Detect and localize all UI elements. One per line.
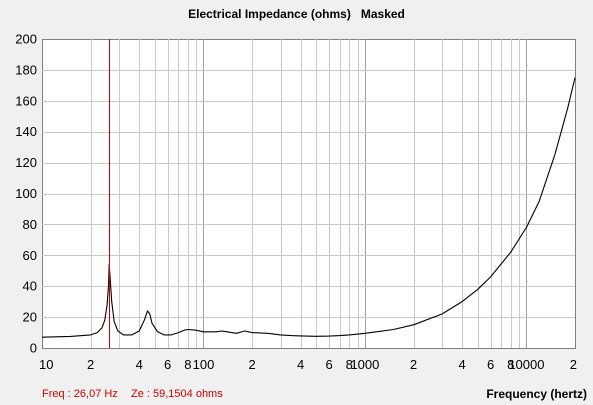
y-tick-label: 80 [23,217,37,232]
frequency-readout: Freq : 26,07 Hz [42,388,118,400]
x-tick-label: 1000 [350,357,379,372]
y-tick-label: 200 [15,32,37,47]
status-bar: Freq : 26,07 Hz Ze : 59,1504 ohms Freque… [0,386,593,405]
x-tick-label: 4 [297,357,304,372]
x-tick-label: 10000 [508,357,544,372]
grid-lines [42,39,575,348]
x-tick-label: 4 [136,357,143,372]
y-tick-label: 40 [23,279,37,294]
x-tick-label: 4 [459,357,466,372]
x-tick-label: 2 [410,357,417,372]
x-tick-label: 10 [39,357,53,372]
x-tick-label: 2 [248,357,255,372]
x-tick-label: 6 [325,357,332,372]
x-tick-label: 2 [87,357,94,372]
y-tick-label: 180 [15,62,37,77]
y-tick-label: 120 [15,155,37,170]
y-tick-label: 160 [15,93,37,108]
impedance-readout: Ze : 59,1504 ohms [131,388,223,400]
x-tick-label: 8 [346,357,353,372]
y-tick-label: 140 [15,124,37,139]
x-tick-label: 100 [193,357,215,372]
y-tick-label: 100 [15,186,37,201]
x-tick-label: 8 [184,357,191,372]
x-tick-label: 6 [487,357,494,372]
y-axis-ticks: 0 20 40 60 80 100 120 140 160 180 200 [15,32,37,356]
x-tick-label: 6 [164,357,171,372]
x-tick-label: 8 [507,357,514,372]
x-tick-label: 2 [570,357,577,372]
chart-title: Electrical Impedance (ohms) Masked [188,7,405,21]
x-axis-label: Frequency (hertz) [486,387,587,401]
y-tick-label: 20 [23,310,37,325]
y-tick-label: 60 [23,248,37,263]
y-tick-label: 0 [30,341,37,356]
impedance-curve [41,77,576,338]
curve-layer [41,77,576,338]
